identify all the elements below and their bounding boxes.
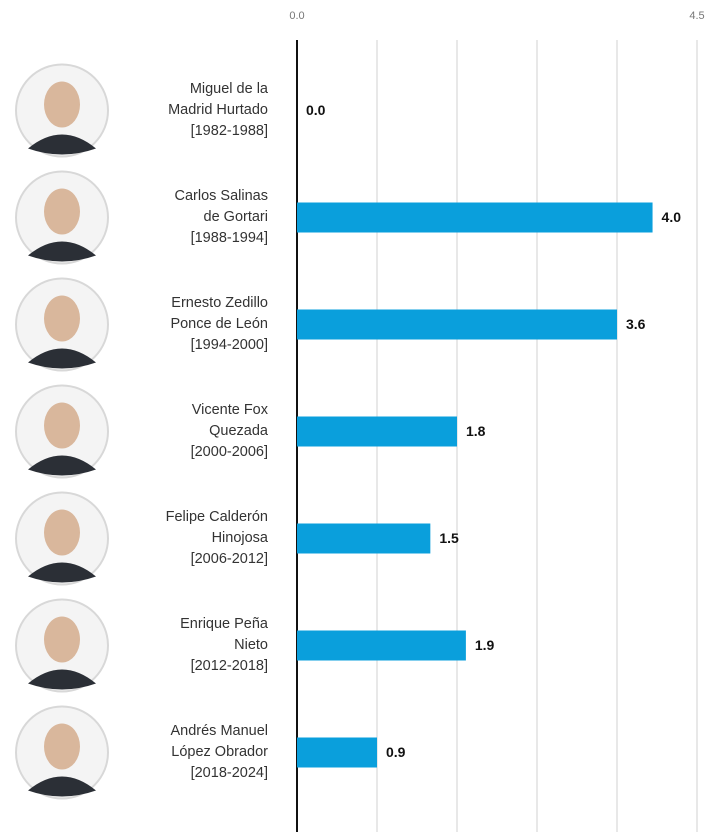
portrait-face	[44, 616, 80, 663]
portrait-face	[44, 402, 80, 449]
bar	[297, 202, 653, 233]
bar	[297, 309, 617, 340]
portrait-face	[44, 295, 80, 342]
portrait-face	[44, 723, 80, 770]
portrait-face	[44, 509, 80, 556]
value-label: 1.9	[475, 637, 495, 653]
portrait-suit	[28, 776, 96, 797]
bar	[297, 737, 377, 768]
bar	[297, 630, 466, 661]
value-label: 4.0	[662, 209, 682, 225]
category-label: Miguel de la Madrid Hurtado [1982-1988]	[168, 80, 268, 139]
portrait-face	[44, 81, 80, 128]
category-label: Carlos Salinas de Gortari [1988-1994]	[174, 187, 269, 246]
portrait-suit	[28, 455, 96, 476]
value-label: 1.8	[466, 423, 486, 439]
portrait-suit	[28, 241, 96, 262]
category-label: Andrés Manuel López Obrador [2018-2024]	[170, 722, 268, 781]
value-label: 0.9	[386, 744, 406, 760]
category-label: Felipe Calderón Hinojosa [2006-2012]	[165, 508, 268, 567]
portrait-suit	[28, 562, 96, 583]
category-label: Ernesto Zedillo Ponce de León [1994-2000…	[170, 294, 268, 353]
x-tick-label: 0.0	[289, 10, 304, 22]
value-label: 3.6	[626, 316, 646, 332]
bar	[297, 523, 431, 554]
category-label: Enrique Peña Nieto [2012-2018]	[180, 615, 268, 674]
value-label: 0.0	[306, 102, 326, 118]
value-label: 1.5	[439, 530, 459, 546]
x-tick-label: 4.5	[689, 10, 704, 22]
portrait-suit	[28, 134, 96, 155]
category-label: Vicente Fox Quezada [2000-2006]	[190, 401, 268, 460]
bar	[297, 416, 457, 447]
portrait-face	[44, 188, 80, 235]
portrait-suit	[28, 348, 96, 369]
portrait-suit	[28, 669, 96, 690]
